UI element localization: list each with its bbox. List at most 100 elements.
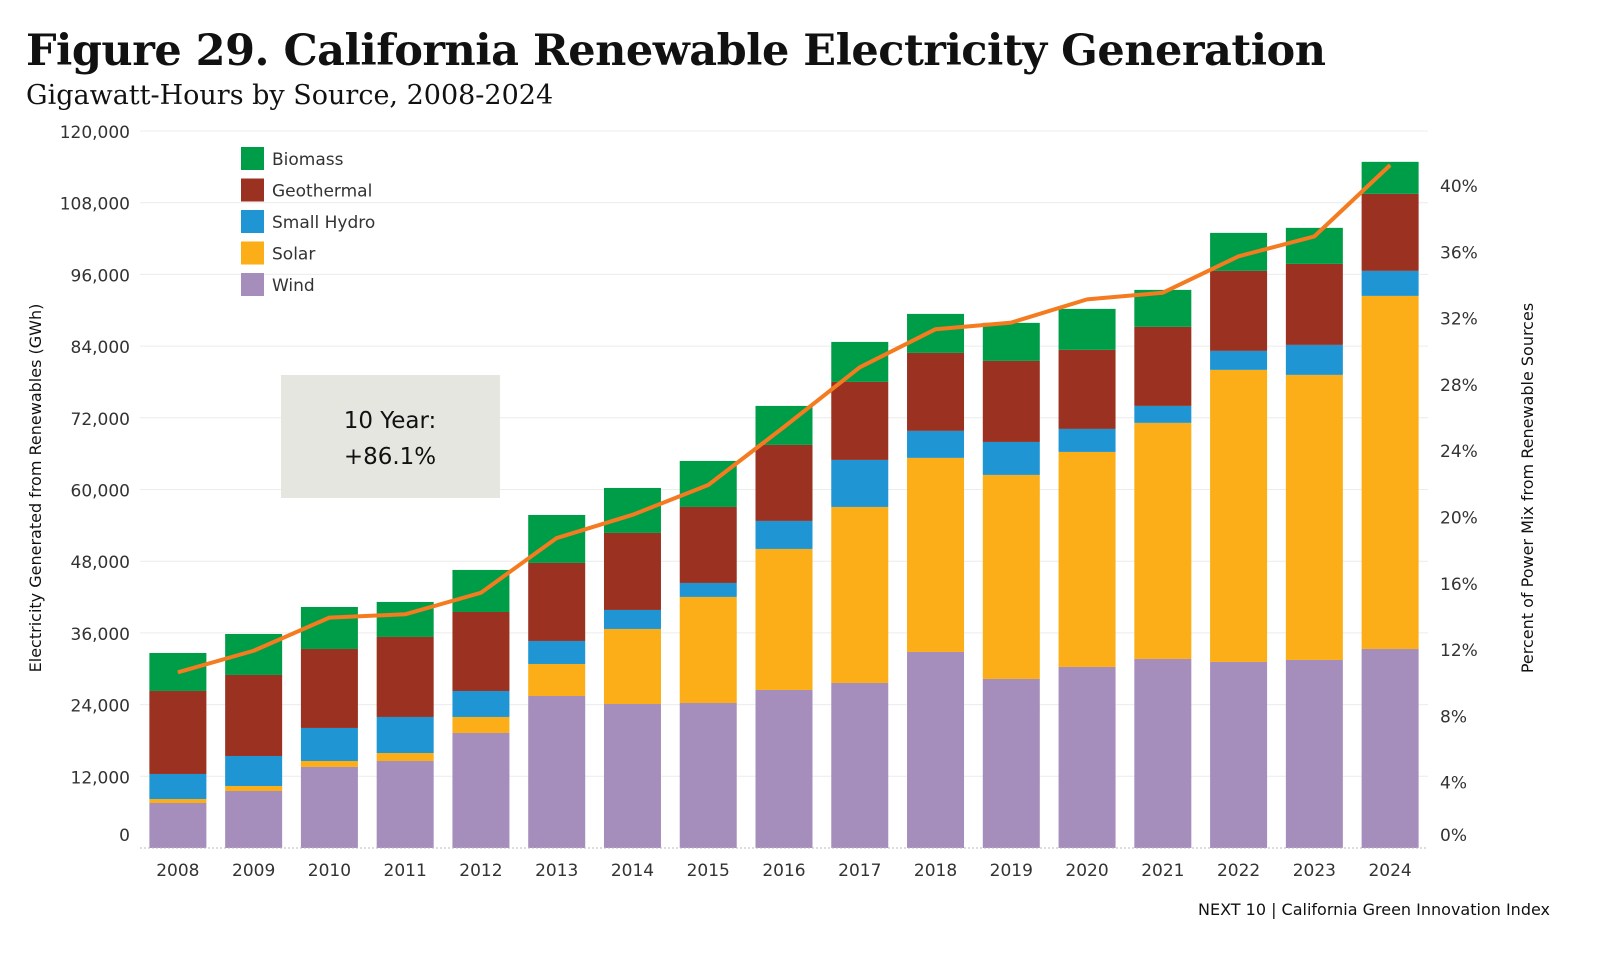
- line-point: [859, 366, 861, 368]
- x-tick-label: 2014: [611, 861, 654, 881]
- bar-biomass: [831, 341, 889, 382]
- bar-geothermal: [300, 648, 358, 728]
- annotation-line1: 10 Year:: [344, 408, 437, 434]
- bar-solar: [1361, 295, 1419, 649]
- bar-solar: [982, 474, 1040, 679]
- legend-swatch: [241, 273, 264, 296]
- legend-swatch: [241, 147, 264, 170]
- bar-geothermal: [679, 506, 737, 583]
- y-tick-label: 72,000: [71, 410, 130, 430]
- line-point: [1238, 255, 1240, 257]
- bar-biomass: [1058, 308, 1116, 350]
- x-tick-label: 2015: [687, 861, 730, 881]
- x-tick-label: 2017: [838, 861, 881, 881]
- bar-geothermal: [1134, 326, 1192, 406]
- legend-swatch: [241, 210, 264, 233]
- x-tick-label: 2021: [1141, 861, 1184, 881]
- line-point: [1313, 235, 1315, 237]
- bar-solar: [1134, 422, 1192, 659]
- line-point: [177, 671, 179, 673]
- bar-small-hydro: [831, 459, 889, 507]
- bar-geothermal: [1058, 349, 1116, 429]
- bar-wind: [1285, 659, 1343, 848]
- chart-title: Figure 29. California Renewable Electric…: [26, 26, 1326, 76]
- bar-wind: [300, 766, 358, 848]
- y2-tick-label: 8%: [1440, 707, 1467, 727]
- bar-wind: [376, 761, 434, 848]
- y2-tick-label: 24%: [1440, 442, 1478, 462]
- line-point: [404, 613, 406, 615]
- bar-small-hydro: [452, 690, 510, 717]
- y-tick-label: 120,000: [60, 123, 130, 143]
- bar-wind: [982, 678, 1040, 848]
- bar-small-hydro: [376, 716, 434, 753]
- line-point: [328, 617, 330, 619]
- x-tick-label: 2024: [1368, 861, 1411, 881]
- annotation-box: [281, 375, 500, 498]
- y-tick-label: 0: [119, 826, 130, 846]
- bar-small-hydro: [755, 520, 813, 549]
- y-tick-label: 24,000: [71, 697, 130, 717]
- y2-tick-label: 36%: [1440, 243, 1478, 263]
- y2-tick-label: 0%: [1440, 826, 1467, 846]
- bar-small-hydro: [1134, 405, 1192, 423]
- bar-geothermal: [225, 674, 283, 756]
- legend-label: Small Hydro: [272, 213, 375, 233]
- bar-solar: [225, 785, 283, 791]
- y-tick-label: 108,000: [60, 195, 130, 215]
- x-tick-label: 2010: [308, 861, 351, 881]
- bar-solar: [755, 548, 813, 690]
- bar-wind: [452, 732, 510, 848]
- bar-geothermal: [1210, 270, 1268, 351]
- legend-label: Geothermal: [272, 182, 372, 202]
- legend-label: Solar: [272, 245, 315, 265]
- bar-wind: [907, 651, 965, 848]
- x-tick-label: 2016: [762, 861, 805, 881]
- x-tick-label: 2008: [156, 861, 199, 881]
- bar-wind: [1361, 648, 1419, 848]
- x-tick-label: 2012: [459, 861, 502, 881]
- bar-small-hydro: [982, 441, 1040, 475]
- y-tick-label: 84,000: [71, 338, 130, 358]
- bar-solar: [528, 663, 586, 696]
- y-tick-label: 48,000: [71, 553, 130, 573]
- bar-geothermal: [755, 444, 813, 521]
- bar-small-hydro: [225, 755, 283, 786]
- bar-geothermal: [1285, 263, 1343, 345]
- bar-biomass: [982, 322, 1040, 361]
- bar-small-hydro: [149, 773, 207, 800]
- bar-geothermal: [149, 690, 207, 774]
- bar-solar: [831, 506, 889, 683]
- bar-wind: [679, 702, 737, 848]
- y-axis-title: Electricity Generated from Renewables (G…: [26, 304, 45, 673]
- bar-wind: [1210, 661, 1268, 848]
- y2-tick-label: 20%: [1440, 509, 1478, 529]
- y2-tick-label: 4%: [1440, 774, 1467, 794]
- y-tick-label: 36,000: [71, 625, 130, 645]
- x-tick-label: 2020: [1065, 861, 1108, 881]
- footer-source: NEXT 10 | California Green Innovation In…: [1198, 900, 1550, 919]
- y-tick-label: 60,000: [71, 482, 130, 502]
- bar-wind: [1058, 666, 1116, 848]
- bar-solar: [1210, 369, 1268, 662]
- y-tick-label: 96,000: [71, 266, 130, 286]
- bar-small-hydro: [300, 727, 358, 762]
- bar-solar: [376, 752, 434, 762]
- legend-swatch: [241, 178, 264, 202]
- bar-geothermal: [907, 352, 965, 431]
- x-tick-label: 2023: [1293, 861, 1336, 881]
- bar-solar: [149, 799, 207, 804]
- bar-small-hydro: [1285, 344, 1343, 375]
- legend-swatch: [241, 241, 264, 265]
- bar-solar: [300, 761, 358, 767]
- bar-solar: [452, 716, 510, 733]
- line-point: [556, 537, 558, 539]
- line-point: [1162, 292, 1164, 294]
- bar-wind: [755, 689, 813, 848]
- line-point: [707, 484, 709, 486]
- bar-solar: [1285, 374, 1343, 660]
- line-point: [1086, 298, 1088, 300]
- bar-wind: [528, 695, 586, 848]
- line-point: [480, 592, 482, 594]
- line-point: [1010, 322, 1012, 324]
